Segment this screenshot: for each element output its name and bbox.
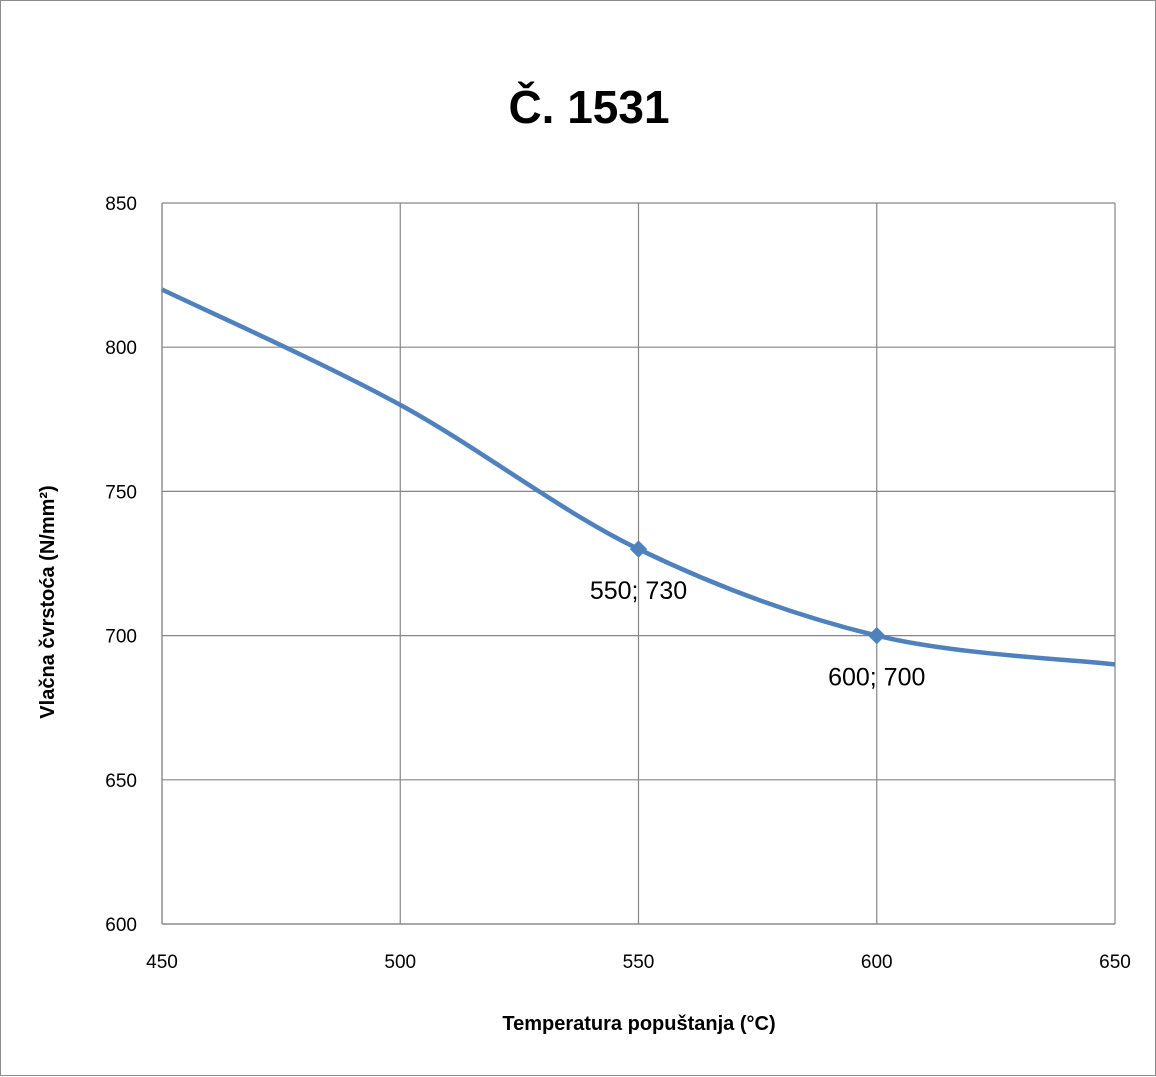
- data-label: 550; 730: [590, 577, 687, 605]
- y-tick-label: 750: [105, 482, 137, 503]
- y-tick-label: 850: [105, 194, 137, 215]
- data-label: 600; 700: [828, 664, 925, 692]
- y-tick-label: 600: [105, 915, 137, 936]
- plot-border: [161, 203, 1115, 925]
- grid-layer: [161, 202, 1116, 925]
- tick-label-layer: 600 650 700 750 800 850 450 500 550 600 650: [105, 194, 1131, 973]
- y-axis-title: Vlačna čvrstoća (N/mm²): [37, 485, 59, 718]
- x-tick-label: 600: [861, 952, 893, 973]
- x-tick-label: 550: [623, 952, 655, 973]
- x-axis-title: Temperatura popuštanja (°C): [502, 1013, 775, 1035]
- data-label-layer: 550; 730 600; 700: [590, 577, 926, 692]
- x-tick-label: 650: [1099, 952, 1131, 973]
- y-tick-label: 700: [105, 627, 137, 648]
- marker-layer: [629, 540, 886, 645]
- y-tick-label: 650: [105, 771, 137, 792]
- data-marker: [629, 540, 648, 558]
- chart-title: Č. 1531: [508, 81, 669, 133]
- data-marker: [868, 626, 886, 645]
- x-tick-label: 500: [384, 952, 416, 973]
- y-tick-label: 800: [105, 338, 137, 359]
- x-tick-label: 450: [146, 952, 178, 973]
